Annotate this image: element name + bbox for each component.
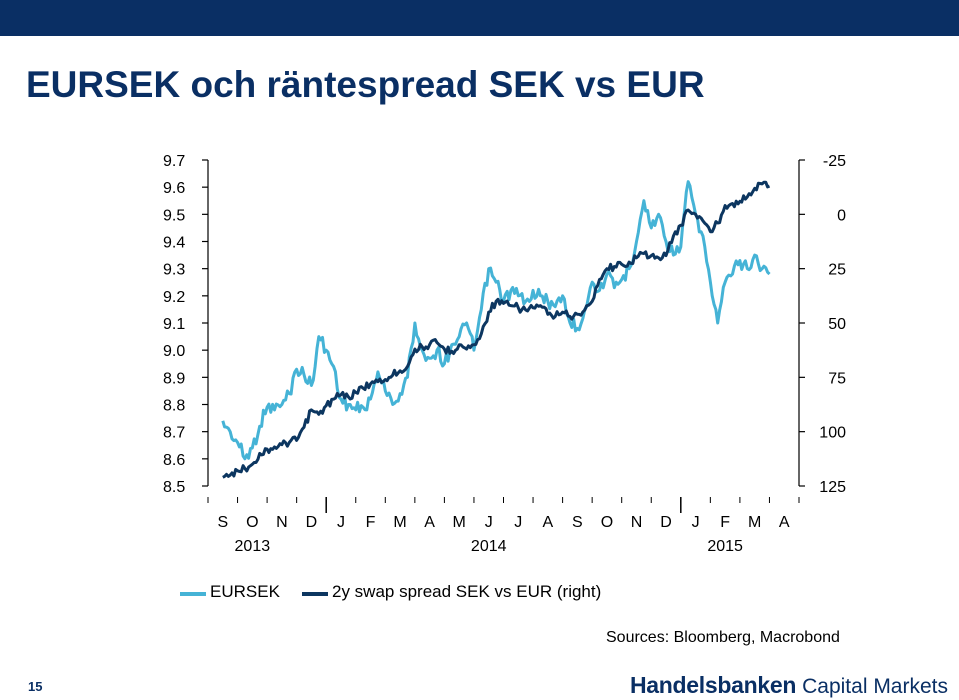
y-left-tick-label: 9.2 (163, 289, 185, 306)
series-line-eursek (221, 180, 771, 461)
x-month-label: J (485, 514, 493, 531)
x-year-label: 2013 (235, 538, 271, 555)
top-bar (0, 0, 959, 36)
x-month-label: A (424, 514, 435, 531)
y-right-tick-label: 100 (819, 425, 846, 442)
x-month-label: A (542, 514, 553, 531)
y-left-tick-label: 9.4 (163, 235, 185, 252)
series-layer (221, 180, 771, 479)
y-left-tick-label: 9.6 (163, 180, 185, 197)
page-title: EURSEK och räntespread SEK vs EUR (26, 64, 705, 105)
x-year-label: 2014 (471, 538, 507, 555)
legend-label-spread: 2y swap spread SEK vs EUR (right) (332, 582, 602, 601)
y-left-tick-label: 9.1 (163, 316, 185, 333)
y-left-tick-label: 9.7 (163, 153, 185, 170)
x-month-label: F (720, 514, 730, 531)
x-month-label: N (276, 514, 288, 531)
y-right-tick-label: -25 (823, 153, 846, 170)
y-left-tick-label: 8.7 (163, 425, 185, 442)
y-left-tick-label: 9.3 (163, 262, 185, 279)
page-number: 15 (28, 679, 43, 694)
brand-subtitle: Capital Markets (802, 675, 948, 698)
x-month-label: M (748, 514, 761, 531)
x-month-label: D (660, 514, 672, 531)
legend-swatch-eursek (180, 592, 206, 596)
y-left-tick-label: 8.5 (163, 479, 185, 496)
y-left-tick-label: 8.6 (163, 452, 185, 469)
x-month-label: M (393, 514, 406, 531)
x-month-label: M (453, 514, 466, 531)
x-month-label: J (692, 514, 700, 531)
y-right-tick-label: 25 (828, 262, 846, 279)
y-left-tick-label: 8.8 (163, 398, 185, 415)
x-month-label: J (514, 514, 522, 531)
y-left-tick-label: 9.0 (163, 343, 185, 360)
x-month-label: J (337, 514, 345, 531)
brand-name: Handelsbanken (630, 672, 797, 698)
y-left-tick-label: 8.9 (163, 370, 185, 387)
sources-note: Sources: Bloomberg, Macrobond (606, 629, 840, 646)
x-year-label: 2015 (707, 538, 743, 555)
x-month-label: S (217, 514, 228, 531)
x-month-label: O (601, 514, 613, 531)
y-left-tick-label: 9.5 (163, 207, 185, 224)
x-month-label: F (366, 514, 376, 531)
legend-label-eursek: EURSEK (210, 582, 280, 601)
y-right-tick-label: 75 (828, 370, 846, 387)
series-line-spread (222, 180, 771, 479)
brand-logo: Handelsbanken Capital Markets (630, 672, 948, 699)
x-month-label: A (779, 514, 790, 531)
x-month-label: S (572, 514, 583, 531)
y-right-tick-label: 0 (837, 207, 846, 224)
x-month-label: N (631, 514, 643, 531)
x-month-label: O (246, 514, 258, 531)
y-right-tick-label: 50 (828, 316, 846, 333)
x-month-label: D (306, 514, 318, 531)
y-right-tick-label: 125 (819, 479, 846, 496)
legend-swatch-spread (302, 592, 328, 596)
axes-layer: 9.7 9.6 9.5 9.4 9.3 9.2 9.1 9.0 8.9 8.8 8.7 8.6 8.5 -… (163, 153, 846, 555)
